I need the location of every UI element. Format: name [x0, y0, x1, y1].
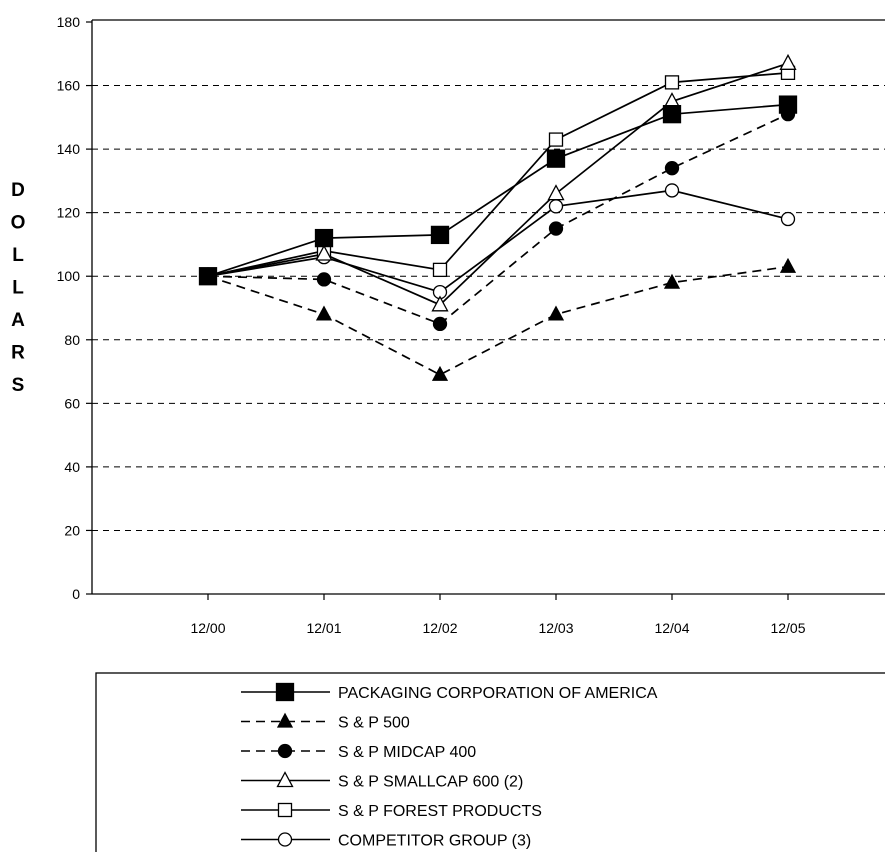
- y-axis-label-letter: L: [12, 278, 24, 299]
- data-point: [431, 295, 449, 312]
- x-tick-label: 12/03: [538, 620, 573, 636]
- y-tick-label: 100: [57, 268, 81, 284]
- x-tick-label: 12/00: [190, 620, 225, 636]
- data-point: [663, 273, 681, 289]
- data-point: [548, 221, 564, 236]
- series-line: [207, 113, 789, 325]
- data-point: [431, 365, 449, 381]
- data-point: [779, 53, 797, 70]
- y-tick-label: 180: [57, 14, 81, 30]
- x-tick-labels: 12/00 12/01 12/02 12/03 12/04 12/05: [190, 594, 806, 636]
- legend-entry: S & P FOREST PRODUCTS: [241, 802, 542, 820]
- y-axis-label-letter: R: [11, 343, 25, 364]
- data-point: [546, 149, 566, 168]
- data-point: [548, 132, 564, 147]
- data-point: [664, 161, 680, 176]
- data-point: [315, 244, 333, 261]
- legend-label: S & P FOREST PRODUCTS: [338, 803, 542, 820]
- legend-entry: S & P 500: [241, 712, 410, 732]
- legend-marker: [276, 712, 294, 728]
- legend-label: COMPETITOR GROUP (3): [338, 833, 531, 850]
- x-tick-label: 12/01: [306, 620, 341, 636]
- y-axis-label-letter: A: [11, 310, 25, 331]
- y-tick-label: 60: [64, 395, 80, 411]
- legend-marker: [275, 682, 295, 702]
- data-point: [664, 183, 680, 198]
- series-markers: [198, 53, 798, 381]
- data-point: [780, 211, 796, 227]
- data-point: [315, 305, 333, 321]
- series-line: [207, 189, 789, 294]
- series-line: [207, 265, 789, 376]
- legend: PACKAGING CORPORATION OF AMERICA S & P 50…: [95, 672, 885, 852]
- legend-entry: PACKAGING CORPORATION OF AMERICA: [241, 682, 658, 702]
- legend-label: S & P 500: [338, 715, 410, 732]
- legend-marker: [277, 743, 293, 759]
- y-tick-label: 0: [72, 586, 80, 602]
- legend-label: S & P SMALLCAP 600 (2): [338, 774, 523, 791]
- x-tick-label: 12/02: [422, 620, 457, 636]
- x-tick-label: 12/04: [654, 620, 689, 636]
- y-tick-label: 40: [64, 459, 80, 475]
- series-line: [207, 103, 789, 278]
- series-line: [207, 62, 789, 306]
- legend-marker: [276, 771, 294, 788]
- legend-entry: S & P SMALLCAP 600 (2): [241, 771, 523, 791]
- data-point: [664, 75, 680, 90]
- y-tick-labels: 0 20 40 60 80 100 120 140 160 180: [57, 14, 81, 602]
- y-axis-label-letter: D: [11, 180, 25, 201]
- y-tick-label: 80: [64, 332, 80, 348]
- data-point: [548, 199, 564, 214]
- data-point: [432, 262, 448, 278]
- data-point: [547, 184, 565, 201]
- y-tick-label: 20: [64, 522, 80, 538]
- data-point: [778, 95, 798, 114]
- series: [198, 53, 798, 381]
- gridlines: [86, 21, 885, 595]
- legend-marker: [277, 832, 293, 847]
- y-axis-label-letter: O: [11, 213, 26, 234]
- y-tick-label: 120: [57, 205, 81, 221]
- data-point: [198, 267, 218, 286]
- data-point: [430, 225, 450, 245]
- data-point: [314, 228, 334, 248]
- data-point: [779, 257, 797, 273]
- y-axis-label-letter: S: [12, 375, 25, 396]
- series-line: [207, 71, 789, 278]
- series-lines: [207, 62, 789, 376]
- legend-marker: [277, 802, 293, 818]
- y-tick-label: 140: [57, 141, 81, 157]
- legend-label: S & P MIDCAP 400: [338, 744, 476, 761]
- y-tick-label: 160: [57, 78, 81, 94]
- y-axis-label-letter: L: [12, 245, 24, 266]
- x-tick-label: 12/05: [770, 620, 805, 636]
- axes: [91, 19, 885, 595]
- legend-entry: COMPETITOR GROUP (3): [241, 832, 531, 850]
- data-point: [662, 105, 682, 124]
- data-point: [432, 316, 448, 332]
- legend-box: [95, 672, 885, 852]
- data-point: [316, 272, 332, 287]
- data-point: [547, 305, 565, 321]
- legend-entry: S & P MIDCAP 400: [241, 743, 476, 761]
- legend-label: PACKAGING CORPORATION OF AMERICA: [338, 685, 658, 702]
